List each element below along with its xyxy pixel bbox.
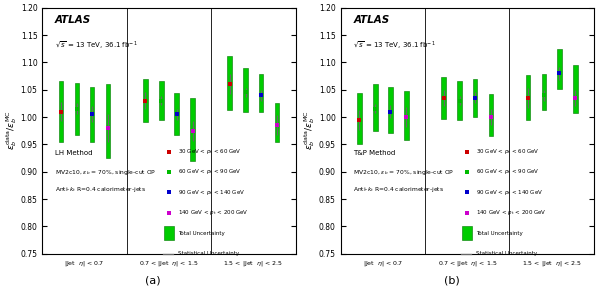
- Bar: [373, 84, 377, 131]
- Text: 60 GeV < $p_{\mathrm{t}}$ < 90 GeV: 60 GeV < $p_{\mathrm{t}}$ < 90 GeV: [476, 168, 540, 176]
- Bar: [227, 56, 232, 110]
- Y-axis label: $\varepsilon_b^{\mathrm{data}} / \varepsilon_b^{\mathrm{MC}}$: $\varepsilon_b^{\mathrm{data}} / \vareps…: [303, 111, 318, 150]
- Text: $\sqrt{s}$ = 13 TeV, 36.1 fb$^{-1}$: $\sqrt{s}$ = 13 TeV, 36.1 fb$^{-1}$: [353, 40, 436, 52]
- Text: MV2c10, $\varepsilon_b$ = 70%, single-cut OP: MV2c10, $\varepsilon_b$ = 70%, single-cu…: [353, 168, 454, 176]
- Bar: [90, 87, 94, 142]
- Text: Statistical Uncertainty: Statistical Uncertainty: [178, 251, 239, 256]
- Y-axis label: $\varepsilon_b^{\mathrm{data}} / \varepsilon_b^{\mathrm{MC}}$: $\varepsilon_b^{\mathrm{data}} / \vareps…: [4, 111, 19, 150]
- Bar: [159, 82, 164, 120]
- Bar: [174, 94, 179, 135]
- Text: LH Method: LH Method: [55, 150, 93, 156]
- Text: 30 GeV < $p_{\mathrm{t}}$ < 60 GeV: 30 GeV < $p_{\mathrm{t}}$ < 60 GeV: [476, 147, 540, 156]
- Text: 90 GeV < $p_{\mathrm{t}}$ < 140 GeV: 90 GeV < $p_{\mathrm{t}}$ < 140 GeV: [178, 188, 245, 197]
- Text: T&P Method: T&P Method: [353, 150, 395, 156]
- Bar: [190, 98, 195, 161]
- Bar: [472, 79, 477, 117]
- Text: (a): (a): [145, 275, 160, 285]
- Bar: [243, 68, 248, 112]
- Text: 30 GeV < $p_{\mathrm{t}}$ < 60 GeV: 30 GeV < $p_{\mathrm{t}}$ < 60 GeV: [178, 147, 242, 156]
- Text: 60 GeV < $p_{\mathrm{t}}$ < 90 GeV: 60 GeV < $p_{\mathrm{t}}$ < 90 GeV: [178, 168, 242, 176]
- Text: 140 GeV < $p_{\mathrm{t}}$ < 200 GeV: 140 GeV < $p_{\mathrm{t}}$ < 200 GeV: [476, 208, 547, 217]
- Bar: [357, 94, 362, 144]
- Bar: [75, 83, 80, 135]
- Bar: [457, 82, 462, 120]
- Bar: [542, 74, 547, 110]
- Text: Total Uncertainty: Total Uncertainty: [476, 231, 523, 236]
- Text: Statistical Uncertainty: Statistical Uncertainty: [476, 251, 537, 256]
- Bar: [258, 74, 263, 112]
- Text: 90 GeV < $p_{\mathrm{t}}$ < 140 GeV: 90 GeV < $p_{\mathrm{t}}$ < 140 GeV: [476, 188, 543, 197]
- Bar: [573, 65, 578, 113]
- Text: $\sqrt{s}$ = 13 TeV, 36.1 fb$^{-1}$: $\sqrt{s}$ = 13 TeV, 36.1 fb$^{-1}$: [55, 40, 138, 52]
- Bar: [164, 227, 174, 240]
- Bar: [441, 77, 446, 119]
- Text: 140 GeV < $p_{\mathrm{t}}$ < 200 GeV: 140 GeV < $p_{\mathrm{t}}$ < 200 GeV: [178, 208, 248, 217]
- Text: (b): (b): [444, 275, 459, 285]
- Text: Anti-$k_t$ R=0.4 calorimeter-jets: Anti-$k_t$ R=0.4 calorimeter-jets: [55, 185, 146, 194]
- Text: ATLAS: ATLAS: [55, 15, 91, 25]
- Bar: [526, 75, 530, 120]
- Bar: [404, 91, 409, 140]
- Text: Anti-$k_t$ R=0.4 calorimeter-jets: Anti-$k_t$ R=0.4 calorimeter-jets: [353, 185, 444, 194]
- Bar: [489, 94, 493, 136]
- Bar: [557, 49, 562, 89]
- Bar: [274, 103, 279, 142]
- Text: Total Uncertainty: Total Uncertainty: [178, 231, 224, 236]
- Text: MV2c10, $\varepsilon_b$ = 70%, single-cut OP: MV2c10, $\varepsilon_b$ = 70%, single-cu…: [55, 168, 156, 176]
- Bar: [462, 227, 472, 240]
- Bar: [143, 79, 148, 122]
- Text: ATLAS: ATLAS: [353, 15, 389, 25]
- Bar: [59, 82, 63, 142]
- Bar: [388, 87, 393, 133]
- Bar: [106, 84, 111, 158]
